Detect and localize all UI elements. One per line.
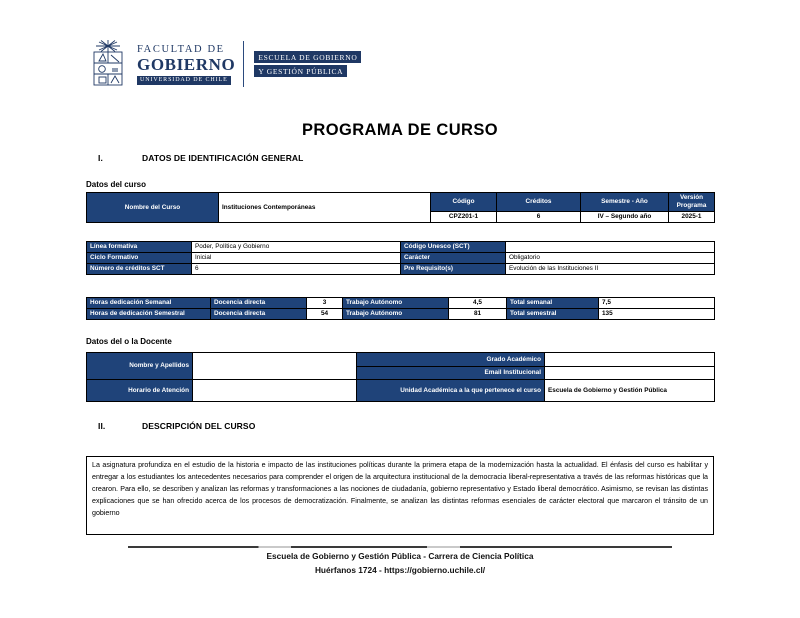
- section-one-number: I.: [98, 153, 103, 163]
- value-numero-creditos-sct: 6: [191, 263, 401, 275]
- course-name-label: Nombre del Curso: [86, 192, 219, 223]
- footer-divider: [128, 546, 672, 548]
- course-name-value: Instituciones Contemporáneas: [218, 192, 431, 223]
- table-row: CPZ201-1 6 IV – Segundo año 2025-1: [87, 211, 715, 223]
- school-line-1: ESCUELA DE GOBIERNO: [254, 51, 362, 63]
- value-caracter: Obligatorio: [505, 252, 715, 264]
- label-horario-atencion: Horario de Atención: [86, 379, 193, 402]
- section-two-number: II.: [98, 421, 106, 431]
- course-identification-table: Nombre del Curso Instituciones Contempor…: [86, 192, 715, 223]
- course-value-version: 2025-1: [668, 211, 715, 223]
- value-total-semestral: 135: [598, 308, 715, 320]
- course-value-creditos: 6: [496, 211, 581, 223]
- footer-line-1: Escuela de Gobierno y Gestión Pública - …: [266, 551, 534, 561]
- course-detail-table: Línea formativa Poder, Política y Gobier…: [86, 241, 715, 275]
- label-docencia-directa-semestral: Docencia directa: [210, 308, 307, 320]
- table-row: Línea formativa Poder, Política y Gobier…: [86, 241, 715, 253]
- faculty-line-3: UNIVERSIDAD DE CHILE: [137, 75, 231, 85]
- label-caracter: Carácter: [400, 252, 506, 264]
- label-linea-formativa: Línea formativa: [86, 241, 192, 253]
- table-row: Horas de dedicación Semestral Docencia d…: [86, 308, 715, 320]
- value-codigo-unesco: [505, 241, 715, 253]
- table-row: Horas dedicación Semanal Docencia direct…: [86, 297, 715, 309]
- label-email-institucional: Email Institucional: [356, 366, 545, 380]
- value-docencia-directa-semanal: 3: [306, 297, 343, 309]
- label-grado-academico: Grado Académico: [356, 352, 545, 367]
- university-crest-icon: [86, 39, 130, 89]
- subheading-datos-del-curso: Datos del curso: [86, 180, 147, 189]
- section-two-label: DESCRIPCIÓN DEL CURSO: [142, 421, 256, 431]
- faculty-line-1: FACULTAD DE: [137, 43, 225, 55]
- label-horas-semanal: Horas dedicación Semanal: [86, 297, 211, 309]
- section-heading-one: I. DATOS DE IDENTIFICACIÓN GENERAL: [98, 153, 303, 163]
- table-row: Email Institucional: [87, 366, 715, 380]
- value-nombre-apellidos: [192, 352, 357, 380]
- course-header-semestre: Semestre - Año: [580, 192, 669, 212]
- table-row: Nombre del Curso Instituciones Contempor…: [86, 192, 715, 223]
- section-heading-two: II. DESCRIPCIÓN DEL CURSO: [98, 421, 255, 431]
- label-codigo-unesco: Código Unesco (SCT): [400, 241, 506, 253]
- course-description-text: La asignatura profundiza en el estudio d…: [92, 461, 708, 517]
- value-ciclo-formativo: Inicial: [191, 252, 401, 264]
- value-docencia-directa-semestral: 54: [306, 308, 343, 320]
- value-trabajo-autonomo-semanal: 4,5: [448, 297, 507, 309]
- value-pre-requisitos: Evolución de las Instituciones II: [505, 263, 715, 275]
- value-trabajo-autonomo-semestral: 81: [448, 308, 507, 320]
- label-docencia-directa-semanal: Docencia directa: [210, 297, 307, 309]
- dedication-hours-table: Horas dedicación Semanal Docencia direct…: [86, 297, 715, 320]
- label-trabajo-autonomo-semestral: Trabajo Autónomo: [342, 308, 449, 320]
- label-nombre-apellidos: Nombre y Apellidos: [86, 352, 193, 380]
- institution-logo: FACULTAD DE GOBIERNO UNIVERSIDAD DE CHIL…: [86, 36, 362, 92]
- course-header-version: Versión Programa: [668, 192, 715, 212]
- label-horas-semestral: Horas de dedicación Semestral: [86, 308, 211, 320]
- school-line-2: Y GESTIÓN PÚBLICA: [254, 65, 348, 77]
- value-horario-atencion: [192, 379, 357, 402]
- table-row: Ciclo Formativo Inicial Carácter Obligat…: [86, 252, 715, 264]
- page-title: PROGRAMA DE CURSO: [302, 121, 498, 139]
- faculty-wordmark: FACULTAD DE GOBIERNO UNIVERSIDAD DE CHIL…: [137, 41, 245, 87]
- value-linea-formativa: Poder, Política y Gobierno: [191, 241, 401, 253]
- value-grado-academico: [544, 352, 715, 367]
- table-row: Horario de Atención Unidad Académica a l…: [86, 379, 715, 402]
- label-unidad-academica: Unidad Académica a la que pertenece el c…: [356, 379, 545, 402]
- subheading-datos-docente: Datos del o la Docente: [86, 337, 172, 346]
- faculty-line-2: GOBIERNO: [137, 54, 236, 74]
- label-pre-requisitos: Pre Requisito(s): [400, 263, 506, 275]
- page-footer: Escuela de Gobierno y Gestión Pública - …: [0, 550, 800, 577]
- label-numero-creditos-sct: Número de créditos SCT: [86, 263, 192, 275]
- label-total-semanal: Total semanal: [506, 297, 599, 309]
- table-row: Número de créditos SCT 6 Pre Requisito(s…: [86, 263, 715, 275]
- school-wordmark: ESCUELA DE GOBIERNO Y GESTIÓN PÚBLICA: [254, 51, 362, 77]
- course-value-codigo: CPZ201-1: [430, 211, 497, 223]
- section-one-label: DATOS DE IDENTIFICACIÓN GENERAL: [142, 153, 304, 163]
- label-trabajo-autonomo-semanal: Trabajo Autónomo: [342, 297, 449, 309]
- label-total-semestral: Total semestral: [506, 308, 599, 320]
- value-total-semanal: 7,5: [598, 297, 715, 309]
- footer-line-2: Huérfanos 1724 - https://gobierno.uchile…: [314, 564, 486, 575]
- value-unidad-academica: Escuela de Gobierno y Gestión Pública: [544, 379, 715, 402]
- docente-information-table: Nombre y Apellidos Grado Académico Email…: [86, 352, 715, 402]
- course-value-semestre: IV – Segundo año: [580, 211, 669, 223]
- table-row: Nombre y Apellidos Grado Académico: [86, 352, 715, 380]
- course-description-box: La asignatura profundiza en el estudio d…: [86, 456, 714, 535]
- label-ciclo-formativo: Ciclo Formativo: [86, 252, 192, 264]
- value-email-institucional: [544, 366, 715, 380]
- course-header-codigo: Código: [430, 192, 497, 212]
- course-header-creditos: Créditos: [496, 192, 581, 212]
